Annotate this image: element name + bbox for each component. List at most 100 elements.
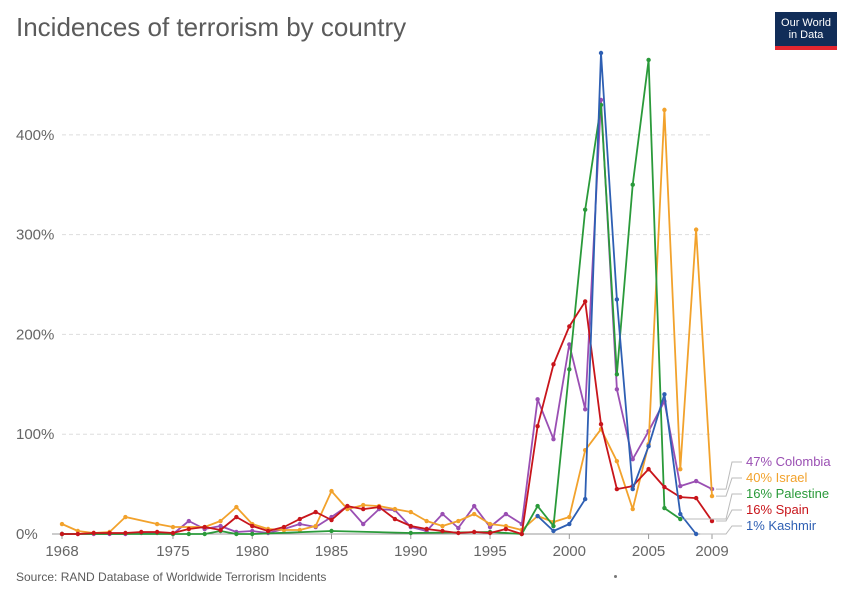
data-point[interactable]	[678, 494, 683, 500]
data-point[interactable]	[709, 493, 715, 499]
data-point[interactable]	[297, 516, 303, 522]
data-point[interactable]	[693, 478, 699, 484]
series-line-spain[interactable]	[62, 300, 713, 535]
data-point[interactable]	[598, 50, 604, 56]
data-point[interactable]	[297, 527, 303, 533]
data-point[interactable]	[614, 486, 620, 492]
data-point[interactable]	[170, 530, 176, 536]
data-point[interactable]	[551, 436, 556, 442]
data-point[interactable]	[487, 521, 493, 527]
data-point[interactable]	[59, 521, 65, 527]
data-point[interactable]	[582, 207, 588, 212]
data-point[interactable]	[202, 531, 207, 537]
data-point[interactable]	[392, 516, 398, 522]
data-point[interactable]	[678, 516, 683, 522]
data-point[interactable]	[392, 506, 398, 512]
data-point[interactable]	[519, 531, 524, 537]
data-point[interactable]	[297, 521, 303, 527]
series-spain[interactable]	[59, 299, 715, 537]
data-point[interactable]	[630, 456, 635, 462]
data-point[interactable]	[693, 531, 699, 537]
data-point[interactable]	[551, 528, 556, 534]
data-point[interactable]	[139, 529, 144, 535]
data-point[interactable]	[456, 518, 461, 524]
series-line-palestine[interactable]	[62, 59, 681, 535]
data-point[interactable]	[456, 525, 461, 531]
data-point[interactable]	[582, 496, 588, 502]
data-point[interactable]	[361, 521, 366, 527]
data-point[interactable]	[265, 528, 271, 534]
data-point[interactable]	[408, 530, 413, 536]
data-point[interactable]	[630, 506, 635, 512]
data-point[interactable]	[646, 443, 651, 449]
data-point[interactable]	[567, 342, 572, 347]
data-point[interactable]	[535, 503, 540, 509]
data-point[interactable]	[693, 227, 699, 232]
data-point[interactable]	[440, 523, 445, 529]
legend-label-palestine[interactable]: 16% Palestine	[746, 486, 829, 501]
data-point[interactable]	[59, 531, 65, 537]
data-point[interactable]	[329, 488, 334, 494]
data-point[interactable]	[614, 372, 620, 377]
data-point[interactable]	[186, 531, 192, 537]
series-colombia[interactable]	[59, 97, 715, 537]
data-point[interactable]	[551, 523, 556, 529]
data-point[interactable]	[329, 517, 334, 523]
data-point[interactable]	[551, 362, 556, 367]
data-point[interactable]	[535, 424, 540, 429]
legend-label-israel[interactable]: 40% Israel	[746, 470, 808, 485]
data-point[interactable]	[345, 503, 350, 509]
data-point[interactable]	[598, 422, 604, 427]
data-point[interactable]	[313, 509, 318, 515]
data-point[interactable]	[582, 407, 588, 412]
series-palestine[interactable]	[59, 57, 683, 537]
data-point[interactable]	[424, 526, 429, 532]
data-point[interactable]	[281, 524, 287, 530]
data-point[interactable]	[662, 107, 667, 113]
data-point[interactable]	[471, 503, 477, 509]
data-point[interactable]	[630, 486, 635, 492]
data-point[interactable]	[614, 297, 620, 302]
data-point[interactable]	[630, 182, 635, 187]
legend-label-spain[interactable]: 16% Spain	[746, 502, 809, 517]
data-point[interactable]	[582, 299, 588, 304]
data-point[interactable]	[170, 524, 176, 530]
data-point[interactable]	[202, 524, 207, 530]
data-point[interactable]	[218, 518, 223, 524]
data-point[interactable]	[123, 514, 128, 520]
data-point[interactable]	[234, 531, 239, 537]
data-point[interactable]	[440, 528, 445, 534]
data-point[interactable]	[154, 521, 160, 527]
data-point[interactable]	[376, 504, 382, 510]
data-point[interactable]	[234, 514, 239, 520]
data-point[interactable]	[75, 531, 81, 537]
data-point[interactable]	[678, 466, 683, 472]
legend-label-colombia[interactable]: 47% Colombia	[746, 454, 831, 469]
data-point[interactable]	[471, 511, 477, 517]
data-point[interactable]	[234, 504, 239, 510]
data-point[interactable]	[678, 483, 683, 489]
data-point[interactable]	[250, 523, 255, 529]
data-point[interactable]	[154, 529, 160, 535]
data-point[interactable]	[313, 523, 318, 529]
data-point[interactable]	[424, 518, 429, 524]
data-point[interactable]	[361, 502, 366, 508]
legend-label-kashmir[interactable]: 1% Kashmir	[746, 518, 817, 533]
data-point[interactable]	[91, 530, 96, 536]
series-israel[interactable]	[59, 107, 715, 536]
data-point[interactable]	[678, 511, 683, 517]
data-point[interactable]	[614, 458, 620, 464]
data-point[interactable]	[535, 397, 540, 402]
data-point[interactable]	[567, 367, 572, 372]
data-point[interactable]	[662, 505, 667, 511]
data-point[interactable]	[456, 530, 461, 536]
data-point[interactable]	[250, 531, 255, 537]
data-point[interactable]	[186, 518, 192, 524]
data-point[interactable]	[535, 513, 540, 519]
data-point[interactable]	[218, 527, 223, 533]
data-point[interactable]	[567, 521, 572, 527]
data-point[interactable]	[107, 530, 112, 536]
data-point[interactable]	[662, 392, 667, 397]
data-point[interactable]	[361, 506, 366, 512]
series-line-colombia[interactable]	[62, 99, 713, 535]
